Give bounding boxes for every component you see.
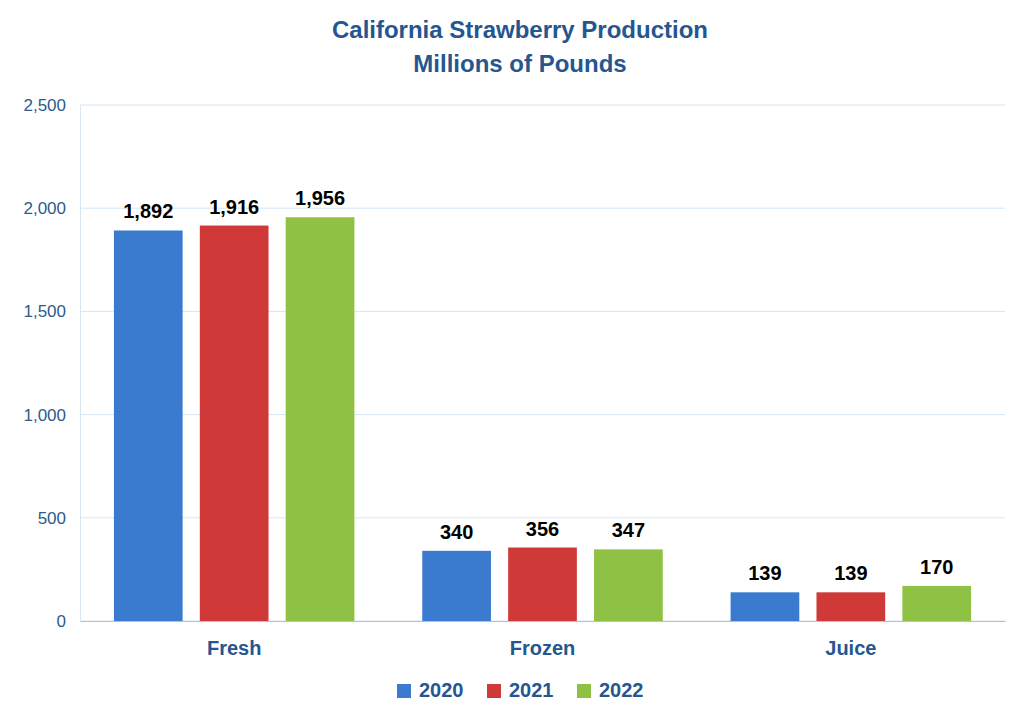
data-label: 139 [748, 562, 781, 584]
x-tick-label: Frozen [510, 637, 576, 659]
bar [114, 230, 183, 621]
data-label: 340 [440, 521, 473, 543]
data-label: 1,956 [295, 187, 345, 209]
x-axis: Fresh Frozen Juice [81, 621, 1006, 659]
data-label: 356 [526, 518, 559, 540]
legend-label: 2022 [599, 679, 644, 701]
y-tick: 1,000 [23, 406, 80, 425]
data-label: 1,892 [123, 200, 173, 222]
x-axis-line [81, 621, 1006, 622]
bar [594, 549, 663, 621]
data-label: 1,916 [209, 196, 259, 218]
y-axis-line [80, 106, 81, 622]
y-tick-label: 0 [57, 612, 66, 631]
y-tick-label: 2,500 [23, 96, 66, 115]
y-tick-label: 500 [38, 509, 66, 528]
bar [816, 592, 885, 621]
y-tick-label: 1,000 [23, 406, 66, 425]
bar [902, 586, 971, 621]
bar [508, 548, 577, 621]
title: California Strawberry Production [332, 16, 708, 43]
bar [422, 551, 491, 621]
legend-label: 2020 [419, 679, 464, 701]
grid-line [80, 105, 1005, 106]
y-tick-label: 1,500 [23, 302, 66, 321]
x-tick: Frozen [510, 621, 576, 659]
legend: 2020 2021 2022 [397, 679, 644, 701]
subtitle: Millions of Pounds [413, 50, 626, 77]
bar [286, 217, 355, 621]
chart: California Strawberry Production Millions… [0, 0, 1024, 728]
bar-series [286, 217, 971, 621]
y-tick: 2,000 [23, 199, 80, 218]
x-tick-label: Fresh [207, 637, 261, 659]
data-label: 139 [834, 562, 867, 584]
bar [731, 592, 800, 621]
bar [200, 226, 269, 621]
y-tick: 0 [57, 612, 80, 631]
legend-swatch [487, 684, 501, 698]
grid [80, 105, 1005, 621]
legend-swatch [577, 684, 591, 698]
y-tick-label: 2,000 [23, 199, 66, 218]
data-label: 170 [920, 556, 953, 578]
x-tick-label: Juice [825, 637, 876, 659]
x-tick: Juice [825, 621, 876, 659]
y-tick: 2,500 [23, 96, 80, 115]
y-axis: 0 500 1,000 1,500 2,000 2,500 [23, 96, 80, 631]
x-tick: Fresh [207, 621, 261, 659]
data-label: 347 [612, 519, 645, 541]
y-tick: 500 [38, 509, 80, 528]
plot: 0 500 1,000 1,500 2,000 2,500 Fresh Frozen Juice… [23, 96, 1005, 659]
data-labels: 1,892 340 139 1,916 356 139 1,956 347 170 [123, 187, 953, 584]
y-tick: 1,500 [23, 302, 80, 321]
legend-label: 2021 [509, 679, 554, 701]
legend-swatch [397, 684, 411, 698]
bars [114, 217, 971, 621]
